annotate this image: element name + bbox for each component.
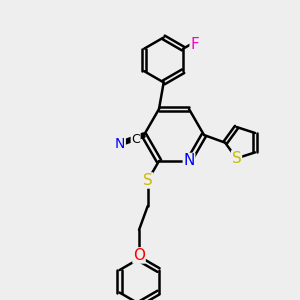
Text: F: F [190,37,199,52]
Text: O: O [133,248,145,263]
Text: C: C [131,133,140,146]
Text: N: N [183,154,195,169]
Text: S: S [143,173,153,188]
Text: N: N [115,137,125,151]
Text: S: S [232,151,242,166]
